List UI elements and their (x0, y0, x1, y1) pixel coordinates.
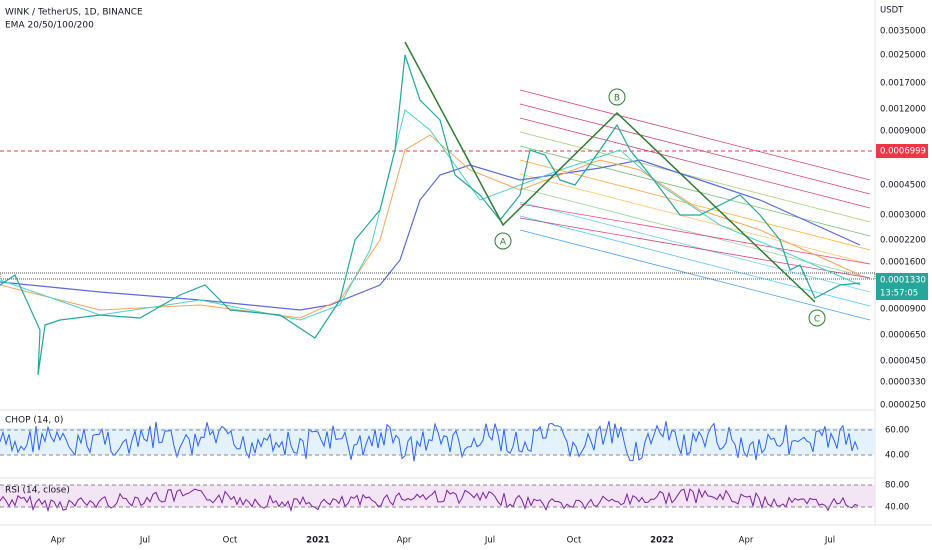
price-label: 0.0017000 (880, 79, 926, 89)
fork-line (519, 187, 871, 279)
last-price: 0.0001330 (880, 276, 926, 286)
chop-level: 40.00 (885, 451, 909, 461)
time-label: Oct (223, 536, 238, 546)
price-label: 0.0000250 (880, 401, 926, 411)
chop-title: CHOP (14, 0) (5, 416, 63, 426)
pattern-label: A (500, 238, 507, 248)
price-label: 0.0003000 (880, 211, 926, 221)
price-label: 0.0000450 (880, 357, 926, 367)
symbol-title: WINK / TetherUS, 1D, BINANCE (5, 8, 143, 18)
last-price-box (876, 273, 928, 300)
rsi-band (0, 485, 875, 507)
time-label: Apr (51, 536, 66, 546)
pattern-point (608, 88, 626, 106)
abc-pattern (404, 41, 816, 303)
support-zone (0, 272, 876, 280)
price-label: 0.0000900 (880, 305, 926, 315)
ema-line (0, 109, 861, 321)
price-label: 0.0009000 (880, 127, 926, 137)
ema-line (0, 159, 861, 311)
price-label: 0.0012000 (880, 105, 926, 115)
alert-price-box (876, 144, 928, 158)
fork-line (519, 229, 871, 321)
price-label: 0.0002200 (880, 236, 926, 246)
price-label: 0.0035000 (880, 27, 926, 37)
price-label: 0.0025000 (880, 51, 926, 61)
alert-price: 0.0006999 (880, 147, 926, 157)
fork-line (519, 131, 871, 223)
ema-line (0, 134, 861, 319)
fork-line (519, 203, 871, 265)
price-line (0, 54, 861, 376)
time-label: Jul (484, 536, 495, 546)
chop-band (0, 428, 875, 455)
countdown: 13:57:05 (880, 289, 918, 299)
fork-line (519, 145, 871, 237)
price-label: 0.0000330 (880, 378, 926, 388)
fork-line (519, 159, 871, 251)
time-label: 2022 (650, 536, 674, 546)
time-label: 2021 (306, 536, 330, 546)
fork-line (519, 103, 871, 195)
price-label: 0.0000650 (880, 331, 926, 341)
fork-line (519, 217, 871, 279)
currency: USDT (880, 6, 904, 16)
price-label: 0.0004500 (880, 181, 926, 191)
fork-line (519, 117, 871, 209)
pattern-point (808, 309, 826, 327)
pattern-label: C (814, 315, 820, 325)
time-label: Apr (739, 536, 754, 546)
rsi-level: 80.00 (885, 481, 909, 491)
rsi-level: 40.00 (885, 503, 909, 513)
pattern-label: B (614, 94, 620, 104)
fork-line (519, 173, 871, 265)
chop-level: 60.00 (885, 426, 909, 436)
indicator-title: EMA 20/50/100/200 (5, 21, 94, 31)
fork-line (519, 89, 871, 181)
pitchfork (519, 89, 871, 321)
time-label: Apr (397, 536, 412, 546)
rsi-line (0, 487, 859, 513)
time-label: Oct (567, 536, 582, 546)
price-label: 0.0001600 (880, 258, 926, 268)
time-label: Jul (824, 536, 835, 546)
pattern-point (494, 232, 512, 250)
time-label: Jul (139, 536, 150, 546)
fork-line (519, 201, 871, 293)
rsi-title: RSI (14, close) (5, 486, 70, 496)
